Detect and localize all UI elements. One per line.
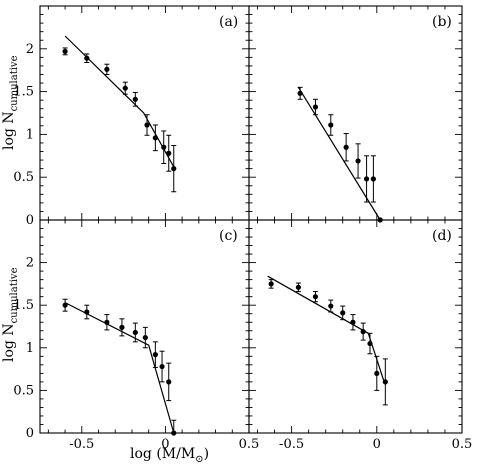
panel-b-data-point <box>312 104 319 110</box>
panel-d-data-point <box>328 303 334 309</box>
panel-c-fit-line <box>64 302 175 434</box>
panel-a: (a) <box>39 5 250 221</box>
y-tick-label: 0.5 <box>13 383 34 398</box>
panel-b-data-point <box>297 90 303 96</box>
panel-c-data-point <box>166 379 172 385</box>
panel-c-data-point <box>119 324 125 330</box>
panel-d-data-point <box>374 370 380 376</box>
panel-a-data-point <box>84 55 90 61</box>
x-tick-label: -0.5 <box>279 437 304 452</box>
panel-b: (b) <box>248 5 463 223</box>
x-tick-label: 0 <box>373 437 381 452</box>
panel-a-frame <box>39 5 250 221</box>
panel-c-label: (c) <box>219 228 238 244</box>
panel-d-frame <box>248 219 463 434</box>
panel-c-data-point <box>142 334 148 341</box>
panel-a-data-point <box>62 48 68 54</box>
x-axis-title: log (M/M⊙) <box>130 446 209 465</box>
panel-c-frame <box>39 219 250 434</box>
panel-d-data-point <box>295 284 302 290</box>
x-tick-label: 0.5 <box>239 437 260 452</box>
panel-c-data-point <box>132 329 138 336</box>
panel-a-fit-line <box>64 35 175 168</box>
panel-c-data-point <box>152 352 158 358</box>
x-tick-label: 0.5 <box>452 437 473 452</box>
panel-c-data-point <box>159 363 165 370</box>
panel-b-data-point <box>363 176 370 182</box>
panel-a-data-point <box>166 150 172 156</box>
panel-a-data-point <box>132 96 138 102</box>
panel-c-data-point <box>104 319 110 325</box>
panel-b-data-point <box>355 158 361 164</box>
panel-d-data-point <box>312 294 319 300</box>
panel-d-data-point <box>268 281 274 287</box>
x-axis-title-end: ) <box>204 446 209 462</box>
y-tick-label: 1 <box>26 127 34 142</box>
y-tick-label: 1 <box>26 341 34 356</box>
panel-d: (d) <box>248 219 463 434</box>
y-tick-label: 2 <box>26 256 34 271</box>
panel-a-data-point <box>104 66 110 72</box>
panel-a-data-point <box>144 122 150 128</box>
panel-d-data-point <box>367 340 373 347</box>
y-axis-title-top-sub: cumulative <box>9 55 20 111</box>
x-axis-title-main: log (M/M <box>130 446 195 462</box>
y-axis-title-top-main: log N <box>1 111 17 150</box>
y-tick-label: 0.5 <box>13 170 34 185</box>
panel-d-data-point <box>382 379 388 385</box>
y-axis-title-bottom-sub: cumulative <box>9 267 20 323</box>
panel-a-data-point <box>152 135 158 141</box>
panel-c-data-point <box>62 302 68 308</box>
panel-b-frame <box>248 5 463 221</box>
x-tick-label: 0 <box>161 437 169 452</box>
y-axis-title-bottom: log Ncumulative <box>1 267 20 362</box>
x-axis-labels: -0.5 0 0.5 -0.5 0 0.5 <box>69 437 472 452</box>
panel-c-data-point <box>84 309 90 315</box>
panel-c-data-point <box>171 430 177 436</box>
y-axis-title-bottom-main: log N <box>1 323 17 362</box>
x-axis-title-sub: ⊙ <box>195 454 203 465</box>
panel-a-data-point <box>171 166 177 172</box>
panel-d-data-point <box>360 329 366 335</box>
panel-b-data-point <box>343 144 349 150</box>
y-tick-label: 2 <box>26 42 34 57</box>
y-axis-labels: 0 0.5 1 1.5 2 0 0.5 1 1.5 2 <box>13 42 34 441</box>
y-tick-label: 0 <box>26 426 34 441</box>
panel-d-label: (d) <box>432 228 452 244</box>
panel-c: (c) <box>39 219 250 436</box>
panel-d-fit-line <box>267 275 385 381</box>
y-tick-label: 0 <box>26 213 34 228</box>
y-tick-label: 1.5 <box>13 298 34 313</box>
y-axis-title-top: log Ncumulative <box>1 55 20 150</box>
panel-d-data-point <box>340 310 346 316</box>
panel-a-data-point <box>122 85 128 91</box>
panel-d-data-point <box>350 319 356 325</box>
panel-b-fit-line <box>297 86 381 221</box>
x-tick-label: -0.5 <box>69 437 94 452</box>
panel-b-label: (b) <box>432 14 452 30</box>
y-tick-label: 1.5 <box>13 85 34 100</box>
panel-a-label: (a) <box>219 14 238 30</box>
panel-b-data-point <box>370 176 376 182</box>
panel-a-data-point <box>161 144 167 150</box>
panel-b-data-point <box>328 122 334 128</box>
